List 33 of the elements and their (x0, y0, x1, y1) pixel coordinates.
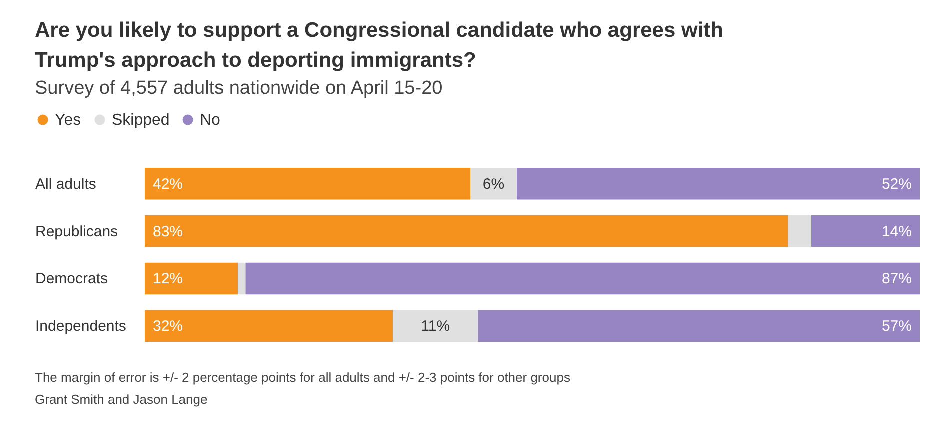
legend-label: Yes (55, 112, 82, 129)
data-label: 42% (153, 176, 184, 193)
text: Grant Smith and Jason Lange (35, 392, 208, 407)
data-label: 87% (882, 270, 912, 288)
chart-subtitle: Survey of 4,557 adults nationwide on April 15-20 (35, 78, 443, 99)
data-label: 11% (421, 318, 450, 336)
bar (145, 168, 470, 200)
bar (145, 215, 788, 248)
bar (517, 168, 920, 200)
y-tick-label: Democrats (36, 270, 108, 288)
legend-label: Skipped (112, 112, 170, 129)
legend-label: No (200, 112, 221, 129)
bar (788, 215, 812, 248)
bar (812, 215, 920, 248)
bar (470, 168, 517, 200)
bar (145, 310, 393, 342)
data-label: 6% (482, 176, 505, 193)
bar (238, 262, 246, 295)
bar (246, 262, 920, 295)
data-label: 52% (882, 176, 912, 193)
data-label: 57% (882, 318, 912, 336)
data-label: 12% (153, 270, 184, 288)
text: The margin of error is +/- 2 percentage points for all adults and +/- 2-3 points for other groups (35, 370, 571, 385)
y-tick-label: All adults (36, 176, 96, 193)
bar (478, 310, 920, 342)
chart-title: Are you likely to support a Congressional candidate who agrees with Trump's approach to deporting immigrants? (35, 19, 724, 72)
y-tick-label: Independents (36, 318, 126, 336)
bar (145, 262, 238, 295)
data-label: 83% (153, 223, 184, 240)
bar (393, 310, 478, 342)
data-label: 32% (153, 318, 184, 336)
data-label: 14% (882, 223, 912, 240)
y-tick-label: Republicans (36, 223, 118, 240)
